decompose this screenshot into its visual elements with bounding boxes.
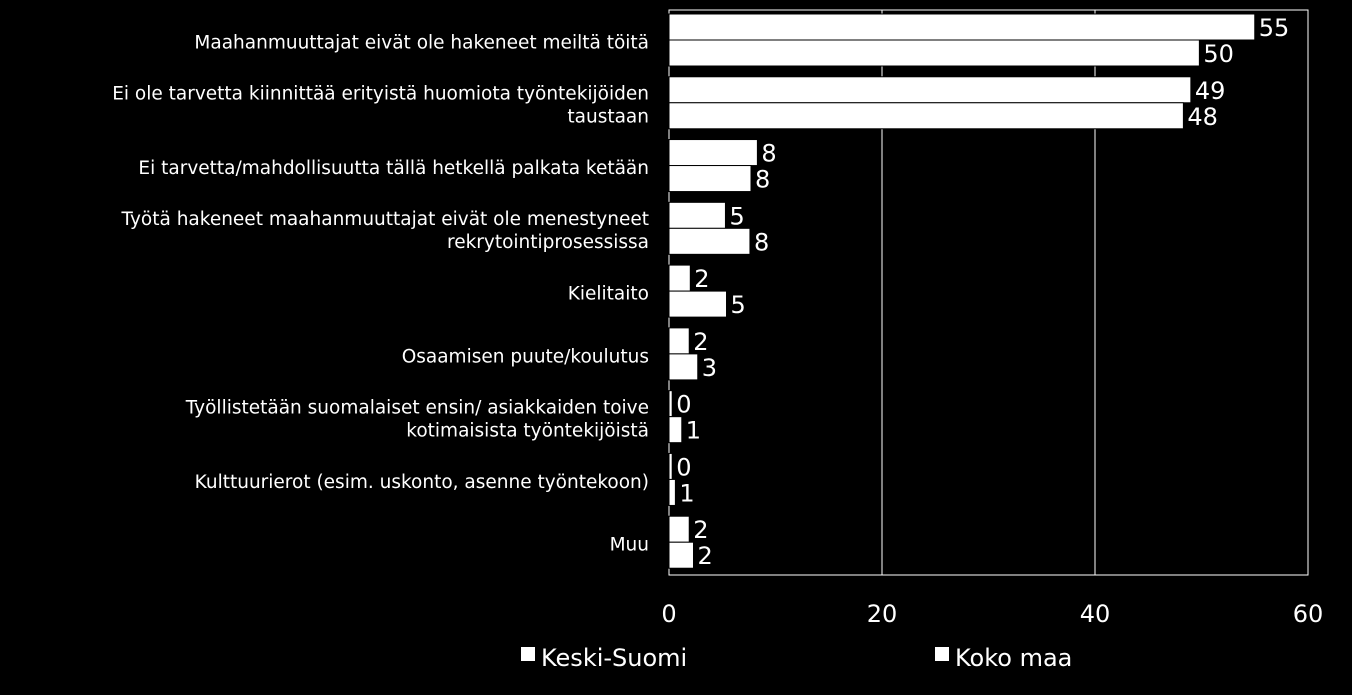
legend-swatch-1 [935,647,949,661]
data-label-keski-suomi-8: 2 [693,516,708,544]
bar-keski-suomi-1 [668,76,1192,104]
data-label-koko-maa-7: 1 [679,479,694,507]
data-label-keski-suomi-6: 0 [676,391,691,419]
category-label-5: Osaamisen puute/koulutus [402,346,649,367]
bar-koko-maa-3 [668,227,751,255]
category-label-3: Työtä hakeneet maahanmuuttajat eivät ole… [121,209,649,253]
bar-keski-suomi-4 [668,264,691,292]
data-label-keski-suomi-5: 2 [693,328,708,356]
x-tick-label-2: 40 [1080,600,1111,628]
category-label-4: Kielitaito [568,284,649,305]
bar-keski-suomi-3 [668,201,726,229]
data-label-koko-maa-0: 50 [1203,40,1234,68]
bar-keski-suomi-7 [668,452,673,480]
bar-keski-suomi-2 [668,139,758,167]
data-label-koko-maa-3: 8 [754,228,769,256]
category-label-6: Työllistetään suomalaiset ensin/ asiakka… [185,398,649,442]
bar-koko-maa-8 [668,541,694,569]
category-label-7: Kulttuurierot (esim. uskonto, asenne työ… [195,472,649,493]
bar-keski-suomi-0 [668,13,1256,41]
data-label-koko-maa-6: 1 [686,417,701,445]
bar-keski-suomi-6 [668,390,673,418]
bar-koko-maa-2 [668,165,752,193]
legend-label-1: Koko maa [955,644,1072,672]
category-label-8: Muu [610,535,649,556]
data-label-koko-maa-1: 48 [1187,103,1218,131]
bar-keski-suomi-8 [668,515,690,543]
data-label-koko-maa-2: 8 [755,166,770,194]
data-label-keski-suomi-2: 8 [761,140,776,168]
bar-koko-maa-0 [668,39,1200,67]
bar-koko-maa-6 [668,416,683,444]
data-label-koko-maa-8: 2 [697,542,712,570]
bar-koko-maa-7 [668,478,676,506]
data-label-koko-maa-5: 3 [702,354,717,382]
data-label-keski-suomi-0: 55 [1259,14,1290,42]
x-tick-label-1: 20 [867,600,898,628]
bar-koko-maa-5 [668,353,699,381]
x-tick-label-0: 0 [661,600,676,628]
legend-label-0: Keski-Suomi [541,644,687,672]
bar-koko-maa-4 [668,290,728,318]
data-label-keski-suomi-1: 49 [1195,77,1226,105]
data-label-keski-suomi-3: 5 [729,202,744,230]
data-label-keski-suomi-4: 2 [694,265,709,293]
legend-swatch-0 [521,647,535,661]
category-label-1: Ei ole tarvetta kiinnittää erityistä huo… [112,84,649,128]
x-tick-label-3: 60 [1293,600,1324,628]
category-label-0: Maahanmuuttajat eivät ole hakeneet meilt… [194,32,649,53]
bar-koko-maa-1 [668,102,1184,130]
data-label-keski-suomi-7: 0 [676,453,691,481]
data-label-koko-maa-4: 5 [731,291,746,319]
category-label-2: Ei tarvetta/mahdollisuutta tällä hetkell… [138,158,649,179]
bar-keski-suomi-5 [668,327,690,355]
